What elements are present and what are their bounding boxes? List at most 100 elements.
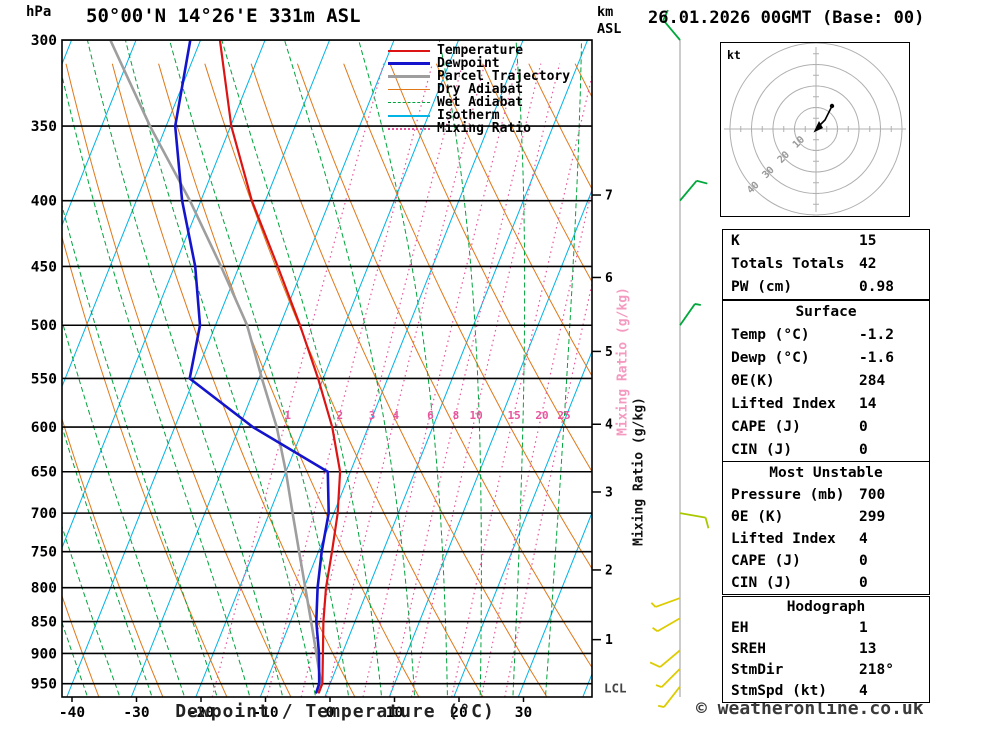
pressure-tick-label: 650 xyxy=(31,465,57,481)
plot-border xyxy=(61,39,593,698)
wet-adiabat-line xyxy=(0,40,23,695)
mixing-ratio-line xyxy=(480,186,592,697)
table-row: CAPE (J) 0 xyxy=(723,416,929,439)
legend-item-wet-adiabat: Wet Adiabat xyxy=(388,96,570,109)
row-label: Temp (°C) xyxy=(731,327,810,343)
wet-adiabat-line xyxy=(169,40,349,696)
table-row: Dewp (°C) -1.6 xyxy=(723,347,929,370)
pressure-tick-label: 900 xyxy=(31,646,57,662)
table-row: StmDir 218° xyxy=(723,660,929,681)
wet-adiabat-line xyxy=(62,318,185,696)
row-value: 284 xyxy=(859,373,886,389)
temp-tick-label: -10 xyxy=(252,705,278,721)
wind-barb-tick xyxy=(696,179,708,185)
row-label: StmSpd (kt) xyxy=(731,683,828,699)
mixing-ratio-value-label: 15 xyxy=(508,409,521,422)
wet-adiabat-line xyxy=(221,40,382,696)
dewpoint-line xyxy=(173,40,331,694)
wet-adiabat-line xyxy=(62,525,120,696)
table-row: PW (cm) 0.98 xyxy=(723,276,929,299)
temperature-line-sample xyxy=(388,49,430,52)
legend-item-isotherm: Isotherm xyxy=(388,109,570,122)
wind-barb xyxy=(659,649,681,668)
wind-barb xyxy=(663,686,681,708)
isotherm-line xyxy=(62,40,137,227)
wind-barb-tick xyxy=(704,517,710,529)
row-value: -1.6 xyxy=(859,350,894,366)
mixing-ratio-line xyxy=(325,63,486,697)
wet-adiabat-line xyxy=(62,203,218,696)
row-label: EH xyxy=(731,620,749,636)
wind-barb-tick xyxy=(649,661,661,668)
storm-motion-arrow xyxy=(813,121,823,133)
wind-barb xyxy=(679,303,696,326)
dry-adiabat-line xyxy=(62,594,100,697)
table-row: Lifted Index 14 xyxy=(723,393,929,416)
dry-adiabat-line xyxy=(62,235,228,697)
row-value: 42 xyxy=(859,256,877,272)
row-value: 0 xyxy=(859,442,868,458)
wet-adiabat-line xyxy=(284,40,415,696)
km-tick-label: 4 xyxy=(605,418,613,433)
row-label: θE (K) xyxy=(731,509,784,525)
wind-barb-half-tick xyxy=(650,602,657,608)
table-row: K 15 xyxy=(723,230,929,253)
dry-adiabat-line xyxy=(250,63,548,697)
legend-item-temperature: Temperature xyxy=(388,44,570,57)
row-value: 218° xyxy=(859,662,894,678)
wet-adiabat-line xyxy=(438,40,482,696)
pressure-tick-label: 350 xyxy=(31,119,57,135)
legend-label: Dry Adiabat xyxy=(437,82,524,97)
mixing-ratio-value-label: 6 xyxy=(427,409,434,422)
row-value: 0 xyxy=(859,419,868,435)
row-value: 299 xyxy=(859,509,886,525)
temp-tick-label: 0 xyxy=(326,705,335,721)
mixing-ratio-line xyxy=(389,63,542,697)
wind-barb-half-tick xyxy=(694,303,701,306)
row-value: 1 xyxy=(859,620,868,636)
row-label: Lifted Index xyxy=(731,531,836,547)
row-value: 14 xyxy=(859,396,877,412)
legend: Temperature Dewpoint Parcel Trajectory D… xyxy=(388,44,570,135)
row-value: -1.2 xyxy=(859,327,894,343)
pressure-tick-label: 750 xyxy=(31,545,57,561)
pressure-axis-unit: hPa xyxy=(26,4,52,20)
wind-barb xyxy=(662,19,681,41)
table-row: Temp (°C) -1.2 xyxy=(723,324,929,347)
mixing-ratio-value-label: 25 xyxy=(557,409,570,422)
wet-adiabat-line xyxy=(358,40,448,696)
legend-label: Isotherm xyxy=(437,108,500,123)
hodo-trace-end-dot xyxy=(829,103,835,109)
parcel-line-sample xyxy=(388,75,430,78)
wind-barb xyxy=(655,597,681,608)
most-unstable-table: Most Unstable Pressure (mb) 700 θE (K) 299… xyxy=(722,461,930,595)
temp-tick-label: 10 xyxy=(386,705,403,721)
legend-label: Mixing Ratio xyxy=(437,121,531,136)
mixing-ratio-axis-label-pink: Mixing Ratio (g/kg) xyxy=(615,287,631,436)
temp-tick-label: 20 xyxy=(450,705,467,721)
table-row: SREH 13 xyxy=(723,639,929,660)
pressure-tick-label: 500 xyxy=(31,318,57,334)
parcel-trajectory-line xyxy=(109,40,323,694)
wind-barb-tick xyxy=(662,9,669,21)
table-row: Totals Totals 42 xyxy=(723,253,929,276)
wet-adiabat-line xyxy=(62,424,152,696)
km-tick-label: 5 xyxy=(605,345,613,360)
pressure-tick-label: 700 xyxy=(31,506,57,522)
indices-table: K 15 Totals Totals 42 PW (cm) 0.98 xyxy=(722,229,930,300)
wind-barb-half-tick xyxy=(655,684,662,688)
mixing-ratio-line-sample xyxy=(388,127,430,130)
pressure-tick-label: 850 xyxy=(31,615,57,631)
page-title: 50°00'N 14°26'E 331m ASL xyxy=(86,5,361,27)
pressure-tick-label: 300 xyxy=(31,33,57,49)
dry-adiabat-line xyxy=(204,63,484,697)
dry-adiabat-line-sample xyxy=(388,89,430,90)
table-row: Pressure (mb) 700 xyxy=(723,484,929,506)
table-title: Surface xyxy=(795,304,857,320)
row-value: 0.98 xyxy=(859,279,894,295)
wind-barb-half-tick xyxy=(652,627,658,632)
table-row: θE(K) 284 xyxy=(723,370,929,393)
